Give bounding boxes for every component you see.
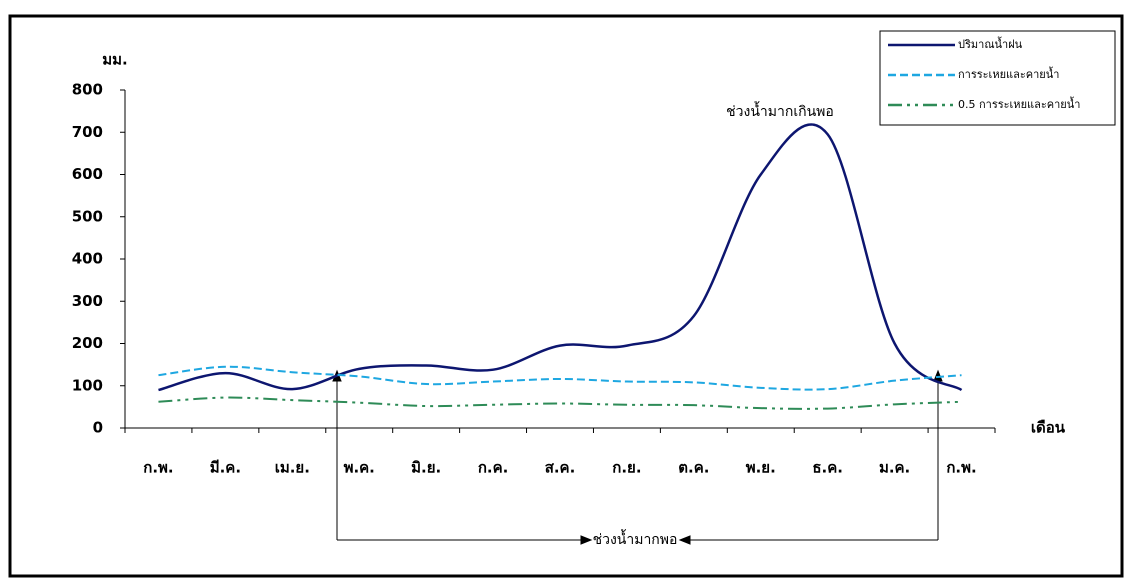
x-tick-label: มิ.ย. — [411, 459, 441, 477]
range-arrows — [332, 369, 943, 545]
x-tick-label: พ.ค. — [344, 459, 375, 477]
annotation: ช่วงน้ำมากพอ — [593, 529, 678, 548]
x-tick-label: มี.ค. — [210, 459, 241, 477]
series-line — [158, 396, 962, 410]
y-axis-label: มม. — [102, 51, 127, 69]
frame — [8, 14, 1124, 578]
legend — [879, 30, 1116, 126]
x-axis-label: เดือน — [1031, 419, 1066, 437]
y-tick-label: 600 — [72, 165, 103, 183]
series-line — [158, 365, 962, 391]
y-tick-label: 700 — [72, 123, 103, 141]
x-tick-label: ก.ย. — [612, 459, 641, 477]
x-tick-label: เม.ย. — [275, 459, 310, 477]
y-tick-label: 300 — [72, 292, 103, 310]
series-line — [158, 123, 963, 392]
x-tick-label: พ.ย. — [746, 459, 776, 477]
legend-label: 0.5 การระเหยและคายน้ำ — [958, 96, 1080, 111]
legend-label: ปริมาณน้ำฝน — [958, 36, 1023, 51]
y-tick-label: 800 — [72, 81, 103, 99]
y-tick-label: 0 — [93, 419, 103, 437]
x-tick-label: ม.ค. — [879, 459, 910, 477]
x-tick-label: ก.ค. — [478, 459, 509, 477]
legend-label: การระเหยและคายน้ำ — [958, 66, 1059, 81]
y-tick-label: 200 — [72, 334, 103, 352]
x-tick-label: ก.พ. — [946, 459, 976, 477]
y-tick-label: 100 — [72, 376, 103, 394]
x-tick-label: ธ.ค. — [812, 459, 843, 477]
x-tick-label: ก.พ. — [143, 459, 173, 477]
annotation: ช่วงน้ำมากเกินพอ — [726, 101, 834, 120]
x-tick-label: ส.ค. — [545, 459, 576, 477]
x-tick-label: ต.ค. — [678, 459, 709, 477]
y-tick-label: 500 — [72, 207, 103, 225]
y-tick-label: 400 — [72, 250, 103, 268]
